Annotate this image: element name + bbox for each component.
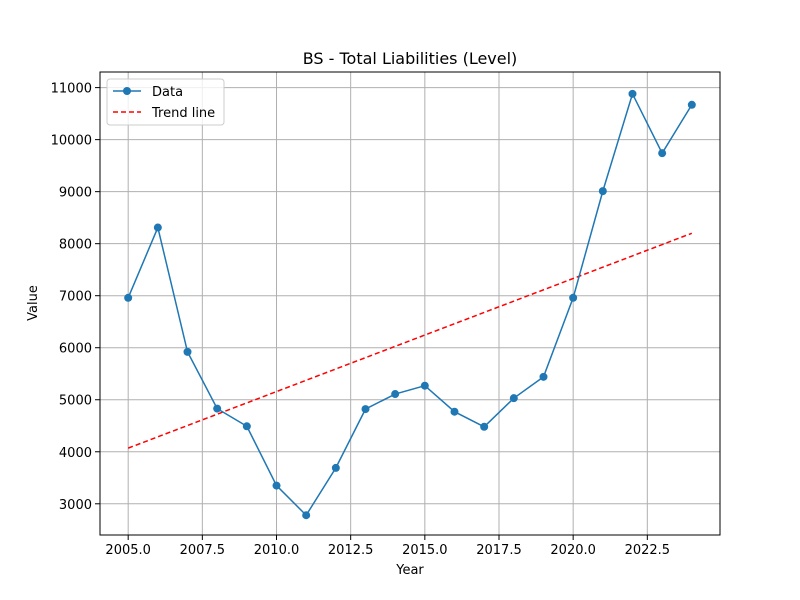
y-axis-label: Value	[26, 285, 41, 321]
x-tick-label: 2012.5	[328, 543, 374, 558]
y-tick-label: 9000	[59, 186, 92, 201]
plot-frame	[99, 71, 721, 536]
x-tick-label: 2005.0	[105, 543, 151, 558]
y-tick-label: 3000	[59, 498, 92, 513]
y-tick-label: 7000	[59, 290, 92, 305]
x-tick-label: 2020.0	[550, 543, 596, 558]
y-tick-label: 4000	[59, 446, 92, 461]
x-tick-label: 2007.5	[180, 543, 226, 558]
data-point	[213, 404, 222, 413]
chart-title: BS - Total Liabilities (Level)	[303, 49, 518, 68]
data-point	[569, 293, 578, 302]
grid	[100, 72, 720, 535]
x-tick-label: 2010.0	[254, 543, 300, 558]
series-layer	[124, 89, 696, 520]
data-point	[361, 405, 370, 414]
data-point	[302, 511, 311, 520]
ticks: 2005.0 2007.5 2010.0 2012.5 2015.0 2017.5 2020…	[51, 82, 670, 558]
data-line	[127, 91, 693, 517]
data-point	[272, 481, 281, 490]
data-point	[331, 463, 340, 472]
y-tick-label: 8000	[59, 238, 92, 253]
x-tick-label: 2015.0	[402, 543, 448, 558]
data-point	[183, 347, 192, 356]
data-point	[480, 422, 489, 431]
data-point	[124, 293, 133, 302]
data-point	[598, 187, 607, 196]
data-point	[628, 89, 637, 98]
legend-trend-label: Trend line	[151, 106, 215, 121]
data-point	[450, 407, 459, 416]
x-axis-label: Year	[395, 563, 424, 578]
data-point	[539, 372, 548, 381]
data-point	[242, 422, 251, 431]
data-point	[658, 149, 667, 158]
legend-data-marker	[123, 87, 131, 95]
data-point	[153, 223, 162, 232]
y-tick-label: 10000	[51, 134, 92, 149]
legend-data-label: Data	[152, 85, 183, 100]
y-tick-label: 6000	[59, 342, 92, 357]
y-tick-label: 11000	[51, 82, 92, 97]
legend: Data Trend line	[106, 78, 225, 126]
data-point	[391, 390, 400, 399]
x-tick-label: 2022.5	[625, 543, 671, 558]
data-point	[509, 394, 518, 403]
y-tick-label: 5000	[59, 394, 92, 409]
x-tick-label: 2017.5	[476, 543, 522, 558]
data-point	[687, 100, 696, 109]
data-point	[420, 381, 429, 390]
